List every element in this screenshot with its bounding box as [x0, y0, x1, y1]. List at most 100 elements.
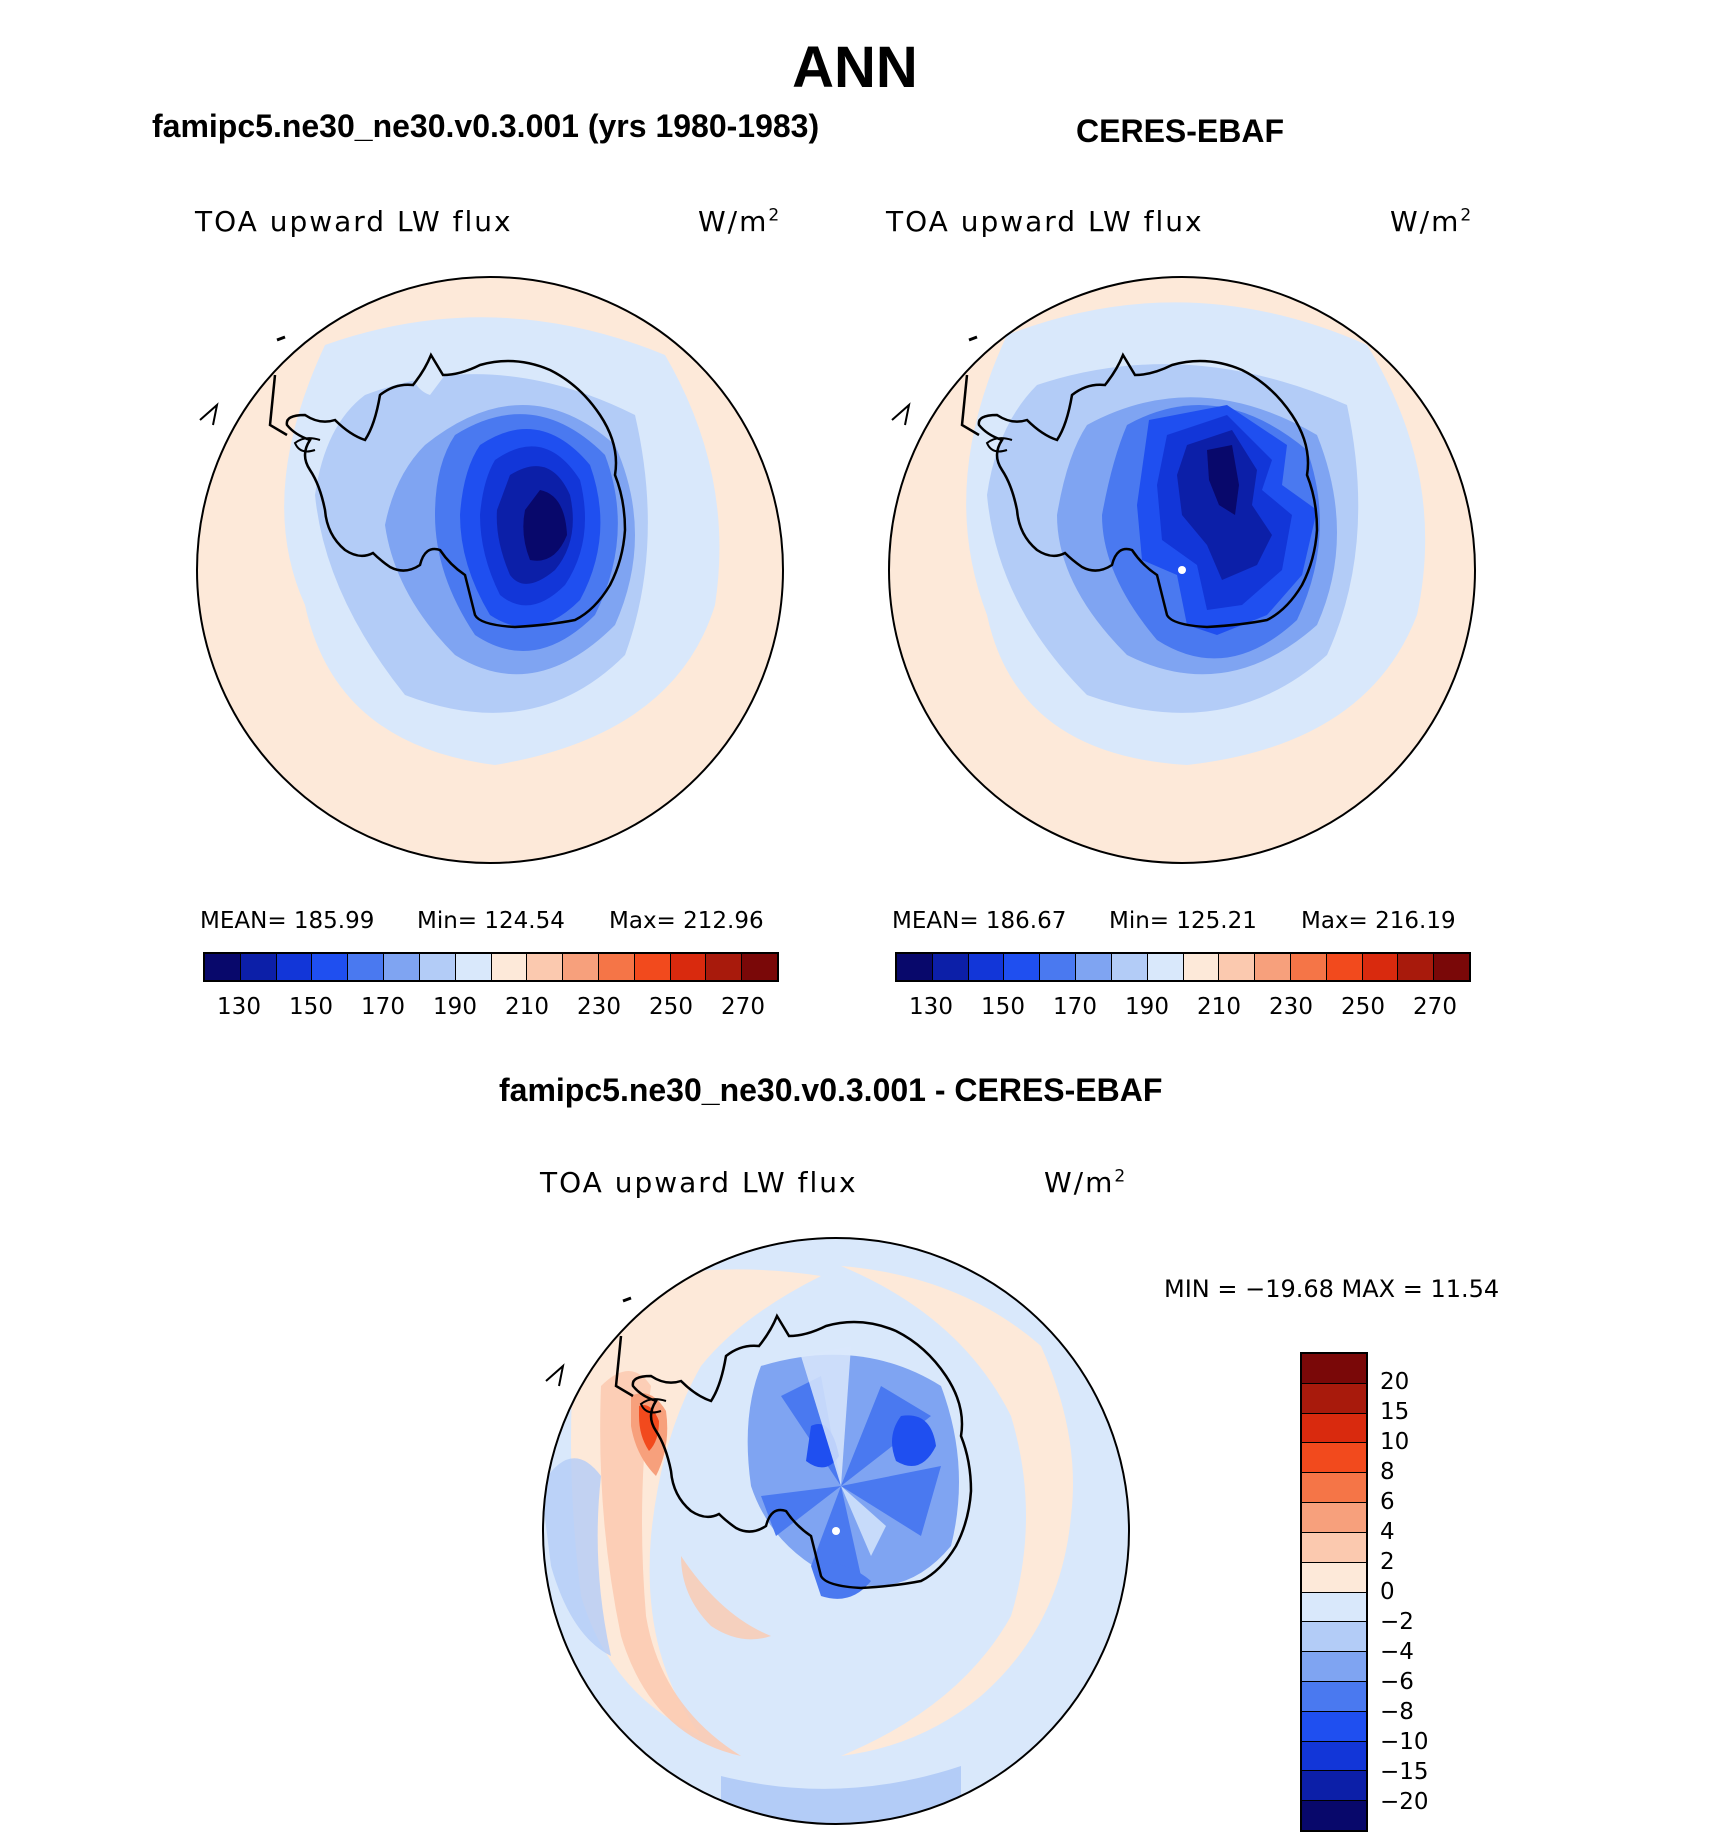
diff-minmax-stat: MIN = −19.68 MAX = 11.54: [1164, 1275, 1500, 1303]
colorbar-tick-label: 190: [1125, 994, 1169, 1020]
obs-panel-title: CERES-EBAF: [1076, 113, 1285, 149]
colorbar-swatch: [491, 954, 528, 980]
colorbar-swatch: [706, 954, 743, 980]
colorbar-swatch: [742, 954, 777, 980]
colorbar-tick-label: 190: [433, 994, 477, 1020]
obs-polar-map: [888, 276, 1476, 864]
obs-min-stat: Min= 125.21: [1109, 908, 1257, 934]
colorbar-tick-label: 150: [289, 994, 333, 1020]
colorbar-swatch: [455, 954, 492, 980]
colorbar-swatch: [1302, 1354, 1366, 1384]
diff-colorbar: [1300, 1352, 1368, 1832]
colorbar-tick-label: 6: [1380, 1489, 1395, 1515]
colorbar-swatch: [419, 954, 456, 980]
colorbar-tick-label: 250: [1341, 994, 1385, 1020]
colorbar-swatch: [634, 954, 671, 980]
main-title: ANN: [792, 35, 918, 100]
model-max-stat: Max= 212.96: [609, 908, 764, 934]
colorbar-swatch: [205, 954, 241, 980]
colorbar-swatch: [1398, 954, 1435, 980]
colorbar-swatch: [968, 954, 1005, 980]
colorbar-swatch: [563, 954, 599, 980]
model-variable-label: TOA upward LW flux: [195, 205, 513, 238]
colorbar-swatch: [1004, 954, 1041, 980]
colorbar-swatch: [1302, 1711, 1366, 1742]
colorbar-swatch: [276, 954, 313, 980]
colorbar-swatch: [932, 954, 969, 980]
colorbar-swatch: [1290, 954, 1327, 980]
colorbar-tick-label: −6: [1380, 1669, 1414, 1695]
colorbar-swatch: [1255, 954, 1291, 980]
obs-colorbar: [895, 952, 1471, 982]
model-mean-stat: MEAN= 185.99: [200, 908, 375, 934]
model-polar-map: [196, 276, 784, 864]
colorbar-tick-label: 10: [1380, 1429, 1410, 1455]
obs-variable-label: TOA upward LW flux: [886, 205, 1204, 238]
colorbar-swatch: [240, 954, 277, 980]
colorbar-tick-label: 4: [1380, 1519, 1395, 1545]
colorbar-swatch: [348, 954, 385, 980]
colorbar-tick-label: 210: [1197, 994, 1241, 1020]
obs-max-stat: Max= 216.19: [1301, 908, 1456, 934]
colorbar-swatch: [1111, 954, 1148, 980]
colorbar-swatch: [1076, 954, 1112, 980]
colorbar-swatch: [1302, 1741, 1366, 1772]
obs-pole-marker: [1178, 566, 1186, 574]
colorbar-swatch: [670, 954, 707, 980]
colorbar-swatch: [1302, 1592, 1366, 1623]
colorbar-swatch: [1302, 1413, 1366, 1444]
colorbar-tick-label: 130: [909, 994, 953, 1020]
model-colorbar: [203, 952, 779, 982]
diff-pole-marker: [832, 1527, 840, 1535]
diff-variable-label: TOA upward LW flux: [540, 1166, 858, 1199]
colorbar-swatch: [1302, 1473, 1366, 1504]
colorbar-tick-label: −15: [1380, 1759, 1429, 1785]
model-units-label: W/m2: [698, 205, 782, 238]
colorbar-tick-label: 8: [1380, 1459, 1395, 1485]
colorbar-swatch: [312, 954, 349, 980]
colorbar-tick-label: −8: [1380, 1699, 1414, 1725]
colorbar-tick-label: 270: [1413, 994, 1457, 1020]
colorbar-tick-label: 0: [1380, 1579, 1395, 1605]
colorbar-swatch: [1183, 954, 1220, 980]
colorbar-swatch: [1362, 954, 1399, 980]
colorbar-tick-label: 230: [1269, 994, 1313, 1020]
colorbar-swatch: [1434, 954, 1469, 980]
colorbar-tick-label: 130: [217, 994, 261, 1020]
colorbar-swatch: [1219, 954, 1256, 980]
colorbar-swatch: [384, 954, 420, 980]
colorbar-tick-label: 150: [981, 994, 1025, 1020]
colorbar-swatch: [1302, 1562, 1366, 1593]
colorbar-swatch: [527, 954, 564, 980]
colorbar-tick-label: 20: [1380, 1369, 1410, 1395]
colorbar-swatch: [1302, 1652, 1366, 1682]
colorbar-tick-label: 210: [505, 994, 549, 1020]
colorbar-tick-label: 250: [649, 994, 693, 1020]
colorbar-swatch: [897, 954, 933, 980]
model-panel-title: famipc5.ne30_ne30.v0.3.001 (yrs 1980-198…: [152, 108, 820, 144]
colorbar-tick-label: −4: [1380, 1639, 1414, 1665]
colorbar-tick-label: −10: [1380, 1729, 1429, 1755]
colorbar-swatch: [1302, 1622, 1366, 1653]
colorbar-swatch: [1302, 1681, 1366, 1712]
diff-polar-map: [542, 1237, 1130, 1825]
colorbar-swatch: [1302, 1532, 1366, 1563]
colorbar-swatch: [1147, 954, 1184, 980]
model-min-stat: Min= 124.54: [417, 908, 565, 934]
colorbar-swatch: [1302, 1801, 1366, 1830]
colorbar-swatch: [1302, 1771, 1366, 1802]
colorbar-tick-label: 270: [721, 994, 765, 1020]
colorbar-swatch: [1302, 1503, 1366, 1533]
colorbar-swatch: [1040, 954, 1077, 980]
colorbar-tick-label: −2: [1380, 1609, 1414, 1635]
colorbar-swatch: [598, 954, 635, 980]
diff-panel-title: famipc5.ne30_ne30.v0.3.001 - CERES-EBAF: [499, 1072, 1163, 1108]
obs-units-label: W/m2: [1390, 205, 1474, 238]
obs-mean-stat: MEAN= 186.67: [892, 908, 1067, 934]
colorbar-tick-label: 230: [577, 994, 621, 1020]
colorbar-tick-label: 2: [1380, 1549, 1395, 1575]
colorbar-tick-label: 170: [1053, 994, 1097, 1020]
colorbar-swatch: [1302, 1443, 1366, 1474]
colorbar-swatch: [1326, 954, 1363, 980]
colorbar-tick-label: 170: [361, 994, 405, 1020]
